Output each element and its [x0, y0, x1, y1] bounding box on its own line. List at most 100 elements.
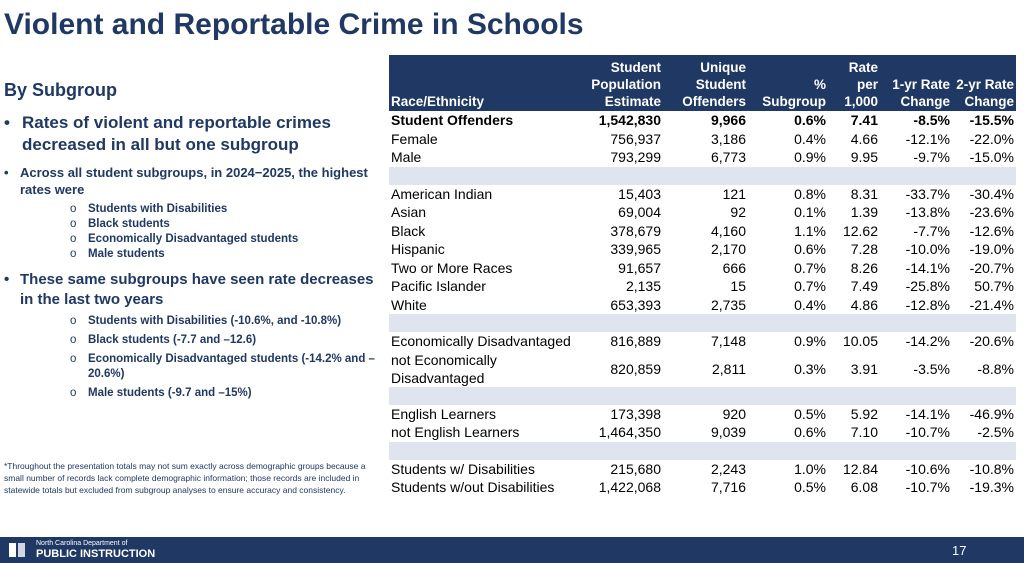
bullet-text: These same subgroups have seen rate decr…	[20, 271, 374, 308]
cell: -12.1%	[905, 130, 950, 147]
row-label: not Economically Disadvantaged	[391, 351, 497, 386]
table-row: Two or More Races 91,657 666 0.7% 8.26 -14.1%…	[389, 259, 1016, 278]
sub-bullet: Male students	[70, 247, 384, 262]
cell: -19.3%	[969, 479, 1014, 496]
cell: 8.31	[850, 185, 878, 202]
cell: 9.95	[850, 149, 878, 166]
cell: -21.4%	[969, 296, 1014, 313]
cell: -46.9%	[969, 405, 1014, 422]
table-row: Pacific Islander 2,135 15 0.7% 7.49 -25.8% 50.…	[389, 277, 1016, 296]
cell: 69,004	[618, 204, 661, 221]
cell: 666	[722, 259, 746, 276]
cell: 7.41	[850, 112, 878, 129]
row-label: American Indian	[391, 185, 493, 202]
row-label: Pacific Islander	[391, 278, 486, 295]
cell: 0.5%	[794, 405, 826, 422]
cell: 1,464,350	[598, 424, 661, 441]
separator-cell	[389, 166, 1016, 185]
cell: 50.7%	[974, 278, 1014, 295]
cell: 2,170	[710, 241, 746, 258]
cell: 1,422,068	[598, 479, 661, 496]
cell: 91,657	[618, 259, 661, 276]
cell: 0.5%	[794, 479, 826, 496]
column-header: % Subgroup	[748, 55, 828, 111]
sub-bullet: Students with Disabilities	[70, 202, 384, 217]
cell: 2,811	[712, 360, 746, 377]
row-label: Student Offenders	[391, 112, 514, 129]
cell: 2,735	[710, 296, 746, 313]
cell: -7.7%	[913, 222, 950, 239]
bullet-text: Rates of violent and reportable crimes d…	[22, 113, 331, 154]
cell: 121	[722, 185, 746, 202]
cell: -13.8%	[905, 204, 950, 221]
separator	[389, 441, 1016, 460]
table-row: English Learners 173,398 920 0.5% 5.92 -14.1%…	[389, 405, 1016, 424]
table-row: White 653,393 2,735 0.4% 4.86 -12.8% -21.4%	[389, 296, 1016, 315]
header-row: Race/Ethnicity Student Population Estimat…	[389, 55, 1016, 111]
table-row: Students w/out Disabilities 1,422,068 7,71…	[389, 478, 1016, 497]
cell: 920	[722, 405, 746, 422]
footnote: *Throughout the presentation totals may …	[4, 461, 366, 495]
cell: 12.62	[842, 222, 878, 239]
cell: 3.91	[850, 360, 878, 377]
table-row: American Indian 15,403 121 0.8% 8.31 -33.7% -3…	[389, 185, 1016, 204]
cell: -33.7%	[905, 185, 950, 202]
separator-cell	[389, 314, 1016, 332]
table-row: Black 378,679 4,160 1.1% 12.62 -7.7% -12.6%	[389, 222, 1016, 241]
row-label: Asian	[391, 204, 427, 221]
sub-bullet: Economically Disadvantaged students	[70, 232, 384, 247]
cell: -10.8%	[969, 460, 1014, 477]
sub-bullet: Male students (-9.7 and –15%)	[70, 386, 384, 401]
cell: 2,135	[625, 278, 661, 295]
cell: 0.4%	[794, 296, 826, 313]
table-row: Students w/ Disabilities 215,680 2,243 1.0%…	[389, 460, 1016, 479]
cell: 2,243	[710, 460, 746, 477]
cell: 0.6%	[794, 112, 826, 129]
table-row: Female 756,937 3,186 0.4% 4.66 -12.1% -22.0%	[389, 130, 1016, 149]
cell: -15.5%	[969, 112, 1014, 129]
cell: 4,160	[710, 222, 746, 239]
row-label: White	[391, 296, 427, 313]
cell: 0.6%	[794, 241, 826, 258]
cell: 12.84	[842, 460, 878, 477]
cell: 7.49	[850, 278, 878, 295]
cell: 793,299	[610, 149, 661, 166]
cell: -25.8%	[905, 278, 950, 295]
cell: -20.6%	[969, 333, 1014, 350]
table-row: not English Learners 1,464,350 9,039 0.6% 7.…	[389, 423, 1016, 442]
cell: 7,148	[710, 333, 746, 350]
cell: 378,679	[610, 222, 661, 239]
cell: -19.0%	[969, 241, 1014, 258]
footer: North Carolina Department of PUBLIC INST…	[0, 537, 1024, 563]
cell: 1.0%	[794, 460, 826, 477]
cell: -20.7%	[969, 259, 1014, 276]
column-header: Rate per 1,000	[828, 55, 880, 111]
row-label: Male	[391, 149, 422, 166]
cell: 7.28	[850, 241, 878, 258]
cell: 0.1%	[794, 204, 826, 221]
cell: -10.7%	[905, 479, 950, 496]
cell: -3.5%	[913, 360, 950, 377]
cell: 756,937	[610, 130, 661, 147]
cell: 92	[730, 204, 746, 221]
cell: 6,773	[710, 149, 746, 166]
table-row: Economically Disadvantaged 816,889 7,148 0.…	[389, 332, 1016, 351]
cell: -14.1%	[905, 259, 950, 276]
row-label: Female	[391, 130, 438, 147]
cell: -8.8%	[977, 360, 1014, 377]
sub-bullet: Black students	[70, 217, 384, 232]
sub-list: Students with Disabilities (-10.6%, and …	[20, 314, 384, 401]
cell: 0.3%	[794, 360, 826, 377]
cell: -14.2%	[905, 333, 950, 350]
cell: -15.0%	[969, 149, 1014, 166]
row-label: Black	[391, 222, 426, 239]
cell: 816,889	[610, 333, 661, 350]
bullet: Rates of violent and reportable crimes d…	[4, 112, 384, 156]
cell: 339,965	[610, 241, 661, 258]
cell: 0.8%	[794, 185, 826, 202]
cell: 9,039	[710, 424, 746, 441]
cell: 10.05	[842, 333, 878, 350]
separator-cell	[389, 441, 1016, 460]
row-label: Two or More Races	[391, 259, 513, 276]
bullet-list: Rates of violent and reportable crimes d…	[4, 112, 384, 409]
